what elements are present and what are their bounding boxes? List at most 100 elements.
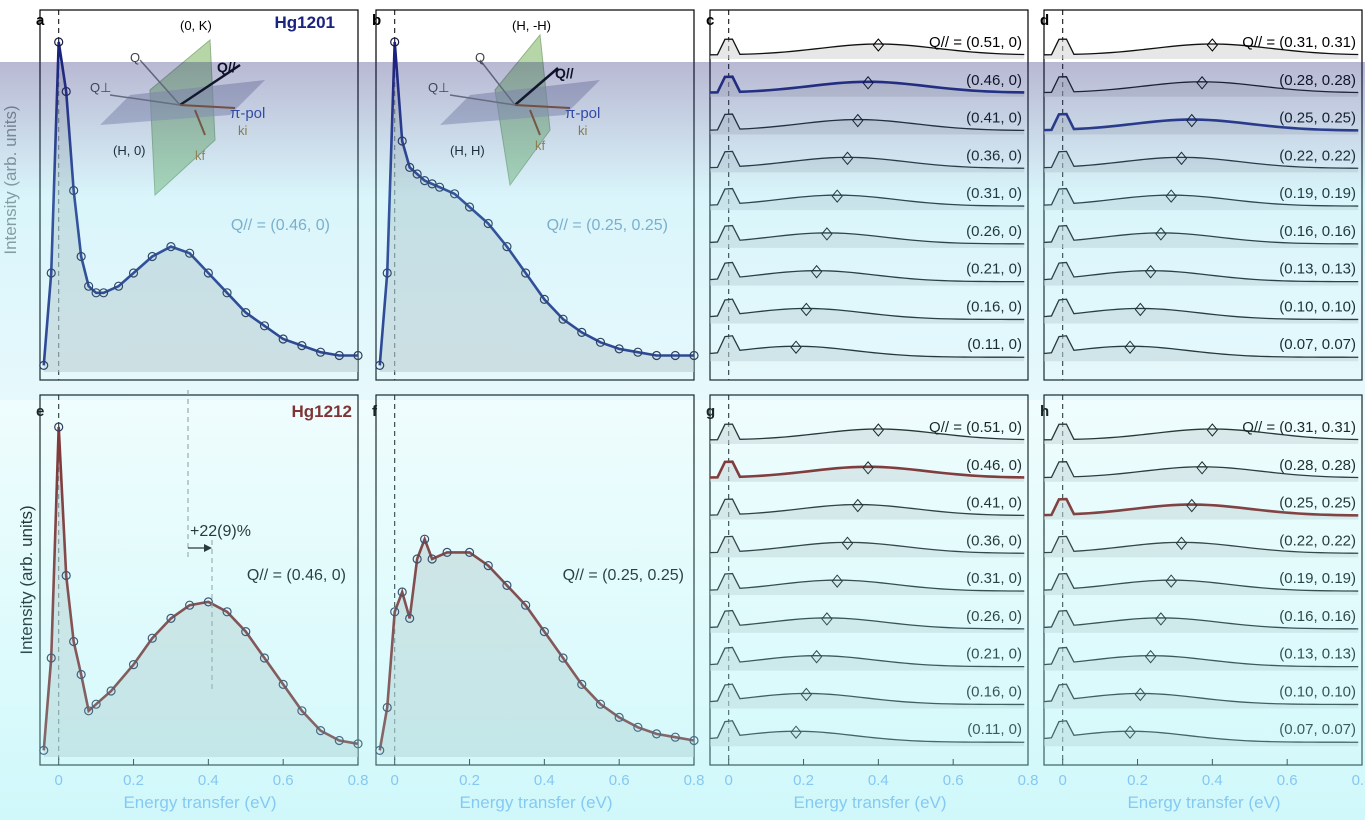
peak-marker-g-8 <box>790 725 802 740</box>
data-point-a <box>278 334 288 344</box>
curve-d-8 <box>1043 335 1359 358</box>
spectra-curves <box>42 38 1359 751</box>
data-point-b <box>390 37 400 47</box>
curve-c-8 <box>709 335 1025 358</box>
x-axis-label-e: Energy transfer (eV) <box>123 793 276 812</box>
stack-label-g-6: (0.21, 0) <box>966 646 1022 663</box>
curve-g-8 <box>709 720 1025 743</box>
peak-marker-c-5 <box>821 227 833 241</box>
fill-g-6 <box>710 647 1025 671</box>
data-point-f <box>420 534 430 544</box>
q-label-b: Q// = (0.25, 0.25) <box>547 217 668 234</box>
x-tick-label-e: 0.6 <box>273 772 294 789</box>
data-point-b <box>405 162 415 172</box>
panel-label-g: g <box>706 403 715 420</box>
peak-marker-c-7 <box>800 302 812 317</box>
stack-label-d-8: (0.07, 0.07) <box>1279 336 1356 353</box>
fill-d-1 <box>1044 76 1359 97</box>
panel-frame-b <box>375 9 695 381</box>
data-point-a <box>69 185 79 196</box>
data-point-e <box>278 679 288 690</box>
curve-h-4 <box>1043 572 1359 592</box>
data-point-b <box>427 179 437 189</box>
data-point-e <box>147 633 157 643</box>
curve-d-4 <box>1043 187 1359 207</box>
peak-marker-h-8 <box>1124 725 1136 740</box>
peak-marker-h-5 <box>1155 612 1167 626</box>
data-point-e <box>259 653 270 663</box>
data-point-a <box>203 268 213 278</box>
curve-h-2 <box>1043 497 1359 517</box>
curve-d-6 <box>1043 261 1359 283</box>
data-point-a <box>61 86 71 97</box>
curve-c-7 <box>709 298 1025 321</box>
stack-label-h-8: (0.07, 0.07) <box>1279 721 1356 738</box>
data-point-b <box>502 242 512 252</box>
fill-b <box>379 42 694 372</box>
stack-label-c-7: (0.16, 0) <box>966 298 1022 315</box>
x-tick-label-e: 0 <box>55 772 63 789</box>
panel-label-d: d <box>1040 12 1049 29</box>
q-label-a: Q// = (0.46, 0) <box>231 217 330 234</box>
panel-frame-e <box>39 394 359 766</box>
curve-d-1 <box>1043 76 1359 94</box>
peak-marker-h-4 <box>1165 574 1177 588</box>
peak-marker-c-6 <box>810 264 823 279</box>
data-point-e <box>203 597 213 607</box>
data-point-f <box>670 732 680 742</box>
data-point-a <box>222 288 232 298</box>
x-tick-label-e: 0.8 <box>348 772 369 789</box>
curve-g-0 <box>709 423 1025 441</box>
spectral-fills <box>43 39 1359 757</box>
q-label-f: Q// = (0.25, 0.25) <box>563 567 684 584</box>
x-axis-label-g: Energy transfer (eV) <box>793 793 946 812</box>
data-point-b <box>382 268 392 278</box>
peak-marker-c-0 <box>872 38 885 52</box>
fill-h-6 <box>1044 647 1359 671</box>
panel-label-b: b <box>372 12 381 29</box>
fill-g-0 <box>710 424 1025 444</box>
fill-c-8 <box>710 335 1025 362</box>
curve-h-7 <box>1043 683 1359 706</box>
stack-label-g-2: (0.41, 0) <box>966 495 1022 512</box>
svg-text:π-pol: π-pol <box>565 105 600 122</box>
data-point-a <box>334 350 344 361</box>
stack-label-d-1: (0.28, 0.28) <box>1279 72 1356 89</box>
svg-text:π-pol: π-pol <box>230 105 265 122</box>
curve-g-1 <box>709 460 1025 479</box>
data-point-b <box>670 350 680 361</box>
curve-c-2 <box>709 113 1025 132</box>
x-tick-label-g: 0.6 <box>943 772 964 789</box>
data-point-f <box>464 547 475 558</box>
data-point-a <box>54 37 64 47</box>
x-tick-label-g: 0.2 <box>793 772 814 789</box>
curve-h-6 <box>1043 646 1359 668</box>
stack-label-h-0: Q// = (0.31, 0.31) <box>1242 419 1356 436</box>
stack-label-h-6: (0.13, 0.13) <box>1279 646 1356 663</box>
peak-marker-g-6 <box>810 649 823 664</box>
data-point-f <box>539 626 549 637</box>
data-point-a <box>113 281 124 291</box>
data-point-f <box>633 722 643 732</box>
curve-g-5 <box>709 609 1025 630</box>
svg-text:Q: Q <box>475 50 485 65</box>
stack-label-d-4: (0.19, 0.19) <box>1279 185 1356 202</box>
stack-label-h-4: (0.19, 0.19) <box>1279 570 1356 587</box>
data-point-b <box>464 202 475 212</box>
peak-marker-d-8 <box>1124 340 1136 355</box>
fill-h-8 <box>1044 720 1359 747</box>
data-point-e <box>61 570 71 581</box>
panel-frame-a <box>39 9 359 381</box>
data-point-a <box>241 308 251 318</box>
curve-c-5 <box>709 224 1025 245</box>
data-point-b <box>412 169 422 179</box>
curve-h-0 <box>1043 423 1359 441</box>
panel-label-e: e <box>36 403 44 420</box>
data-point-b <box>483 218 493 229</box>
data-point-e <box>353 739 363 749</box>
peak-marker-h-1 <box>1196 460 1208 475</box>
stack-q-labels: Q// = (0.51, 0) (0.46, 0) (0.41, 0) (0.36, … <box>929 34 1356 738</box>
peak-marker-h-7 <box>1134 687 1146 702</box>
svg-text:(H, H): (H, H) <box>450 143 485 158</box>
